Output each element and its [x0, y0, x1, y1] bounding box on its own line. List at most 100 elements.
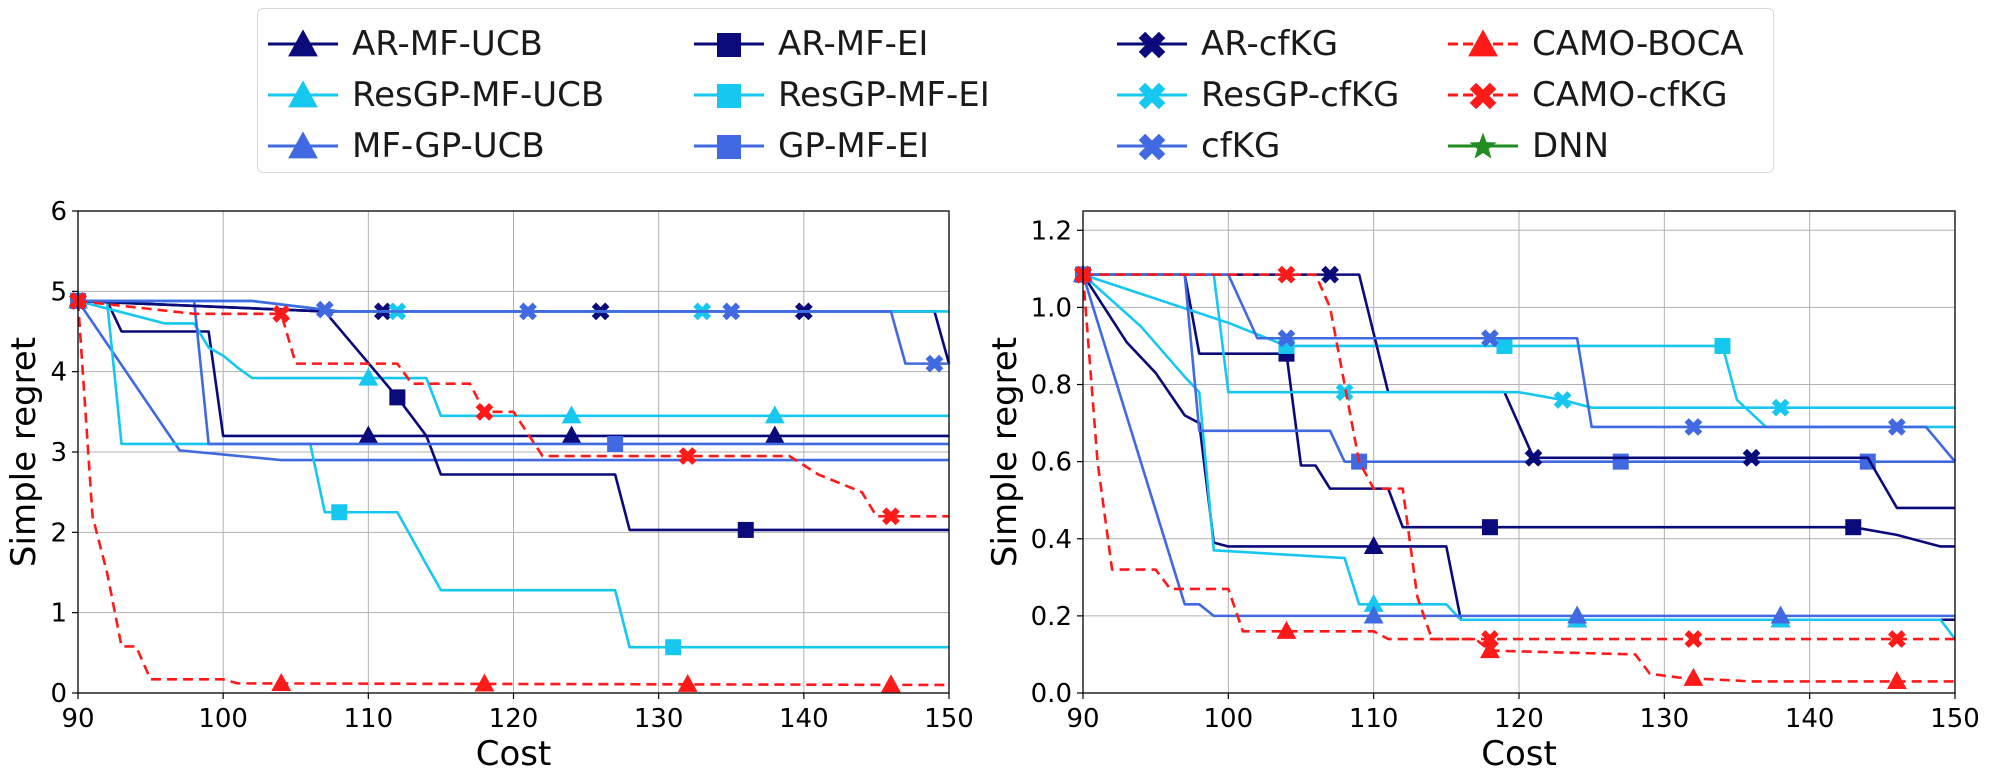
data-point [1363, 536, 1384, 555]
series-line [1083, 273, 1955, 548]
legend-item-mf-gp-ucb: MF-GP-UCB [266, 123, 545, 169]
legend-label: MF-GP-UCB [352, 126, 545, 166]
legend-item-ar-cfkg: AR-cfKG [1115, 21, 1338, 67]
data-point [1771, 398, 1790, 417]
data-point [1496, 337, 1513, 354]
legend-swatch [1117, 133, 1187, 161]
series-ar-cfkg [1074, 265, 1955, 510]
series-mf-gp-ucb [76, 300, 949, 462]
data-point [1742, 448, 1761, 467]
legend-label: CAMO-cfKG [1532, 75, 1728, 115]
series-line [77, 299, 949, 418]
data-point [474, 673, 495, 692]
x-tick-label: 110 [1349, 704, 1399, 734]
legend-label: CAMO-BOCA [1532, 24, 1744, 64]
data-point [519, 302, 537, 321]
legend-label: AR-MF-EI [778, 24, 929, 64]
series-resgp-mf-ei [1075, 266, 1955, 429]
legend-item-gp-mf-ei: GP-MF-EI [692, 123, 929, 169]
legend-item-dnn: DNN [1446, 123, 1609, 169]
series-line [77, 299, 949, 532]
x-axis-label: Cost [1481, 734, 1557, 774]
series-line [78, 299, 949, 365]
data-point [1277, 329, 1296, 348]
series-camo-cfkg [1074, 265, 1955, 648]
data-point [607, 435, 624, 452]
series-gp-mf-ei [70, 292, 949, 452]
triangle-marker-icon [288, 29, 318, 57]
data-point [1481, 519, 1498, 536]
y-tick-label: 0.6 [1031, 448, 1072, 478]
legend-swatch [694, 84, 764, 108]
y-tick-label: 1.2 [1031, 216, 1072, 246]
y-tick-label: 0 [50, 679, 67, 709]
data-point [1481, 329, 1499, 348]
data-point [1276, 620, 1297, 639]
data-point [1683, 667, 1704, 686]
series-line [1081, 274, 1955, 618]
data-point [1770, 605, 1791, 624]
data-point [1277, 265, 1296, 284]
data-point [1553, 391, 1572, 409]
legend-label: ResGP-MF-UCB [352, 75, 605, 115]
x-tick-label: 130 [1640, 704, 1690, 734]
legend-item-cfkg: cfKG [1115, 123, 1280, 169]
data-point [1887, 418, 1906, 436]
x-tick-label: 120 [489, 704, 539, 734]
square-marker-icon [717, 84, 741, 108]
legend-swatch [1448, 29, 1518, 57]
legend-item-resgp-mf-ucb: ResGP-MF-UCB [266, 72, 604, 118]
series-line [76, 300, 950, 687]
series-camo-boca [76, 300, 950, 693]
series-group [68, 290, 951, 693]
star-marker-icon [1469, 132, 1497, 159]
y-tick-label: 0.0 [1031, 679, 1072, 709]
triangle-marker-icon [1468, 29, 1498, 57]
series-cfkg [1074, 265, 1956, 463]
legend-swatch [268, 29, 338, 57]
x-tick-label: 110 [344, 704, 394, 734]
legend-label: ResGP-MF-EI [778, 75, 990, 115]
y-tick-label: 1.0 [1031, 293, 1072, 323]
legend: AR-MF-UCB ResGP-MF-UCB MF-GP-UCB AR-MF-EI Re… [257, 8, 1774, 173]
data-point [561, 425, 582, 444]
series-mf-gp-ucb [1073, 264, 1955, 624]
x-tick-label: 90 [61, 704, 94, 734]
legend-swatch [1448, 132, 1518, 159]
data-point [677, 673, 698, 692]
data-point [1887, 630, 1906, 648]
data-point [1714, 337, 1731, 354]
legend-swatch [694, 33, 764, 57]
x-marker-icon [1138, 31, 1166, 59]
data-point [389, 389, 406, 406]
data-point [331, 504, 348, 521]
data-point [665, 639, 682, 656]
x-tick-label: 150 [1930, 704, 1980, 734]
series-line [1082, 273, 1957, 640]
data-point [272, 304, 291, 323]
data-point [678, 447, 697, 465]
series-line [1083, 273, 1956, 463]
triangle-marker-icon [288, 131, 318, 159]
chart-left: 90 100 110 120 130 140 150 0 1 2 3 4 5 6 Cost Simple re… [4, 197, 974, 774]
data-point [1481, 630, 1499, 648]
y-axis-label: Simple regret [4, 337, 44, 567]
data-point [1684, 418, 1703, 436]
y-tick-label: 2 [50, 518, 67, 548]
triangle-marker-icon [288, 80, 318, 108]
x-tick-label: 120 [1494, 704, 1544, 734]
data-point [722, 302, 741, 321]
series-camo-cfkg [69, 292, 949, 526]
data-point [1363, 605, 1384, 624]
series-resgp-mf-ucb [1073, 264, 1957, 640]
legend-item-camo-boca: CAMO-BOCA [1446, 21, 1744, 67]
data-point [1567, 605, 1588, 624]
data-point [358, 425, 379, 444]
square-marker-icon [717, 135, 741, 159]
legend-item-resgp-cfkg: ResGP-cfKG [1115, 72, 1399, 118]
legend-label: AR-MF-UCB [352, 24, 543, 64]
data-point [271, 673, 292, 692]
legend-swatch [268, 131, 338, 159]
legend-label: ResGP-cfKG [1201, 75, 1400, 115]
